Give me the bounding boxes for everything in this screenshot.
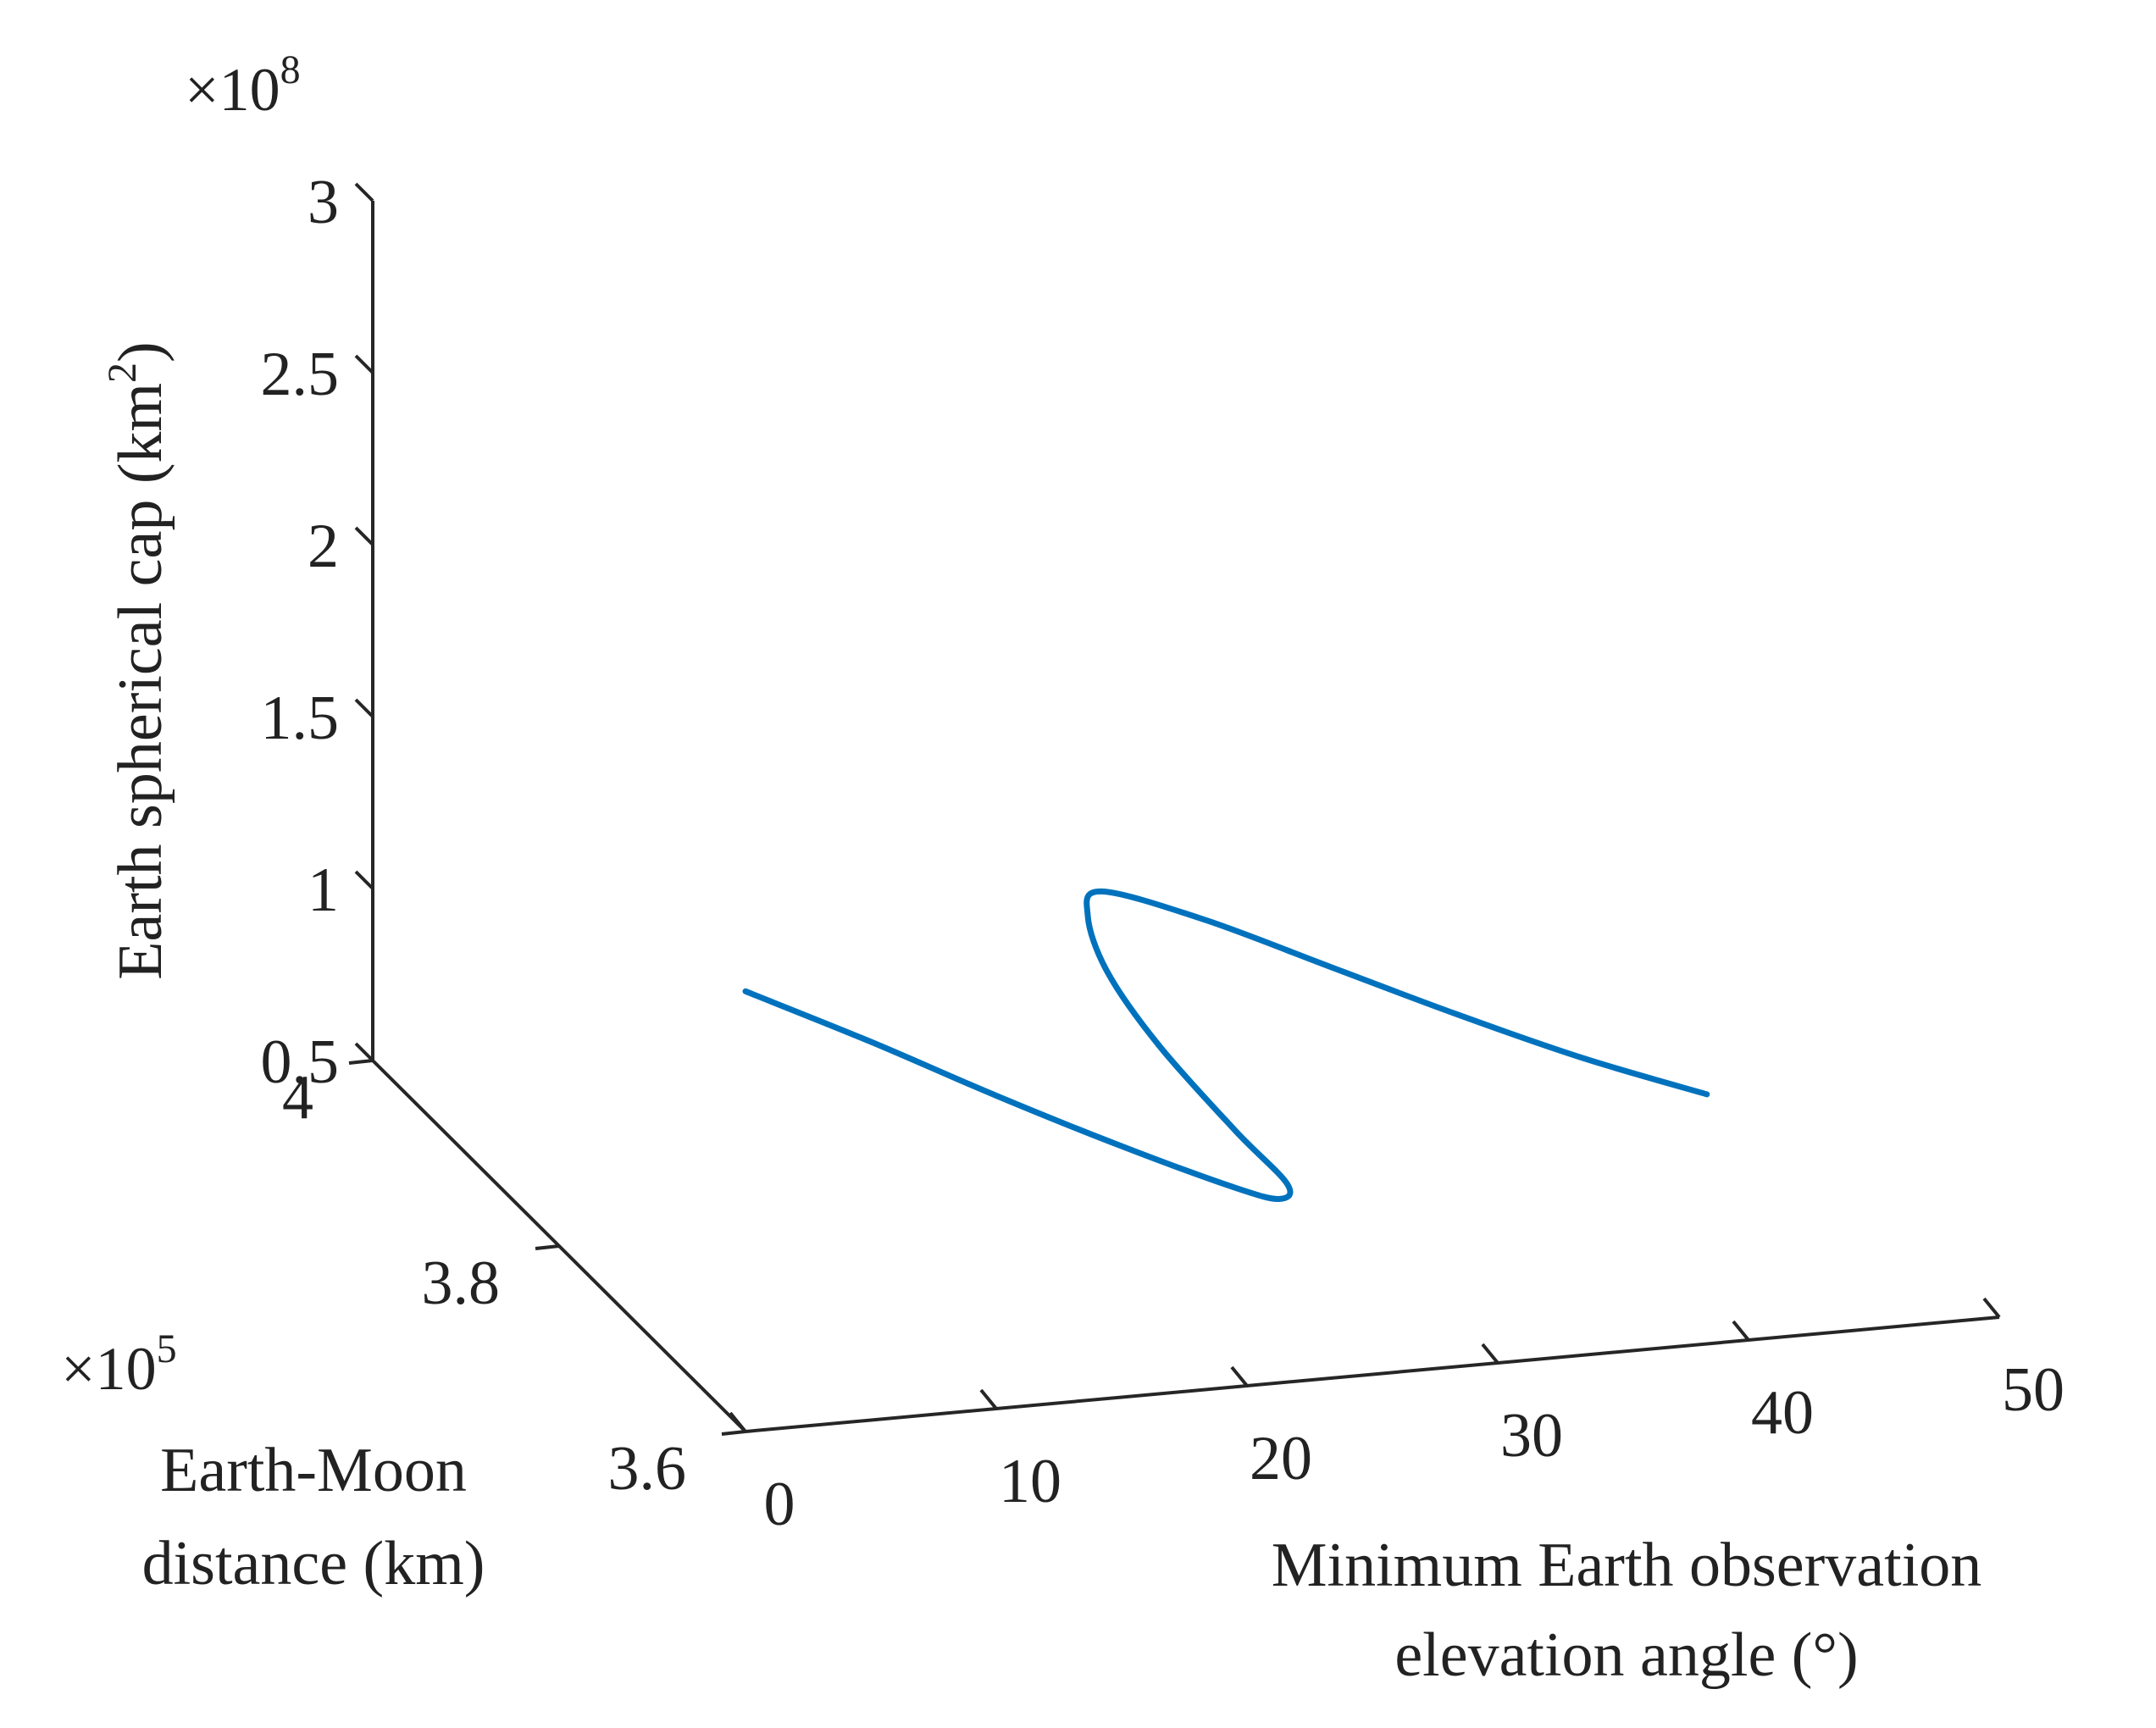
z-axis-ticks: 0.5 1 1.5 2 2.5 3 xyxy=(261,168,374,1097)
y-axis-ticks: 3.6 3.8 4 xyxy=(282,1059,746,1504)
x-tick-label: 10 xyxy=(999,1447,1061,1516)
z-axis-exponent: ×108 xyxy=(185,47,301,124)
y-tick-mark xyxy=(535,1244,560,1250)
z-tick-mark xyxy=(354,354,374,374)
z-tick-mark xyxy=(354,182,374,202)
z-axis-label: Earth spherical cap (km2) xyxy=(100,341,175,979)
y-tick-label: 4 xyxy=(282,1063,313,1133)
series-line xyxy=(742,888,1710,1202)
x-tick-label: 30 xyxy=(1500,1401,1563,1470)
y-axis-label-line2: distance (km) xyxy=(142,1529,485,1598)
y-tick-label: 3.8 xyxy=(422,1249,501,1318)
z-tick-mark xyxy=(354,870,374,890)
x-axis-line xyxy=(745,1315,2000,1433)
x-tick-mark xyxy=(979,1388,998,1410)
z-tick-label: 0.5 xyxy=(261,1027,340,1097)
z-tick-mark xyxy=(354,1042,374,1062)
x-tick-label: 0 xyxy=(764,1470,795,1539)
z-tick-label: 3 xyxy=(308,168,339,237)
z-tick-label: 1.5 xyxy=(261,684,340,753)
x-tick-label: 20 xyxy=(1250,1424,1312,1493)
x-tick-label: 50 xyxy=(2002,1355,2065,1425)
z-tick-mark xyxy=(354,698,374,718)
x-axis-label-line1: Minimum Earth observation xyxy=(1272,1531,1982,1600)
series-group xyxy=(742,888,1710,1202)
z-tick-label: 1 xyxy=(308,856,339,925)
x-tick-label: 40 xyxy=(1751,1378,1814,1448)
x-tick-mark xyxy=(1732,1320,1750,1342)
y-tick-mark xyxy=(721,1430,746,1436)
y-axis-label-line1: Earth-Moon xyxy=(160,1436,467,1505)
y-tick-label: 3.6 xyxy=(608,1434,687,1504)
z-tick-mark xyxy=(354,526,374,546)
z-tick-label: 2.5 xyxy=(261,340,340,409)
z-tick-label: 2 xyxy=(308,512,339,581)
x-tick-mark xyxy=(1982,1297,2001,1319)
x-axis-ticks: 0 10 20 30 40 50 xyxy=(729,1297,2065,1539)
x-axis-label-line2: elevation angle (°) xyxy=(1394,1620,1858,1690)
x-tick-mark xyxy=(1230,1365,1249,1387)
axes xyxy=(371,201,2000,1433)
y-axis-exponent: ×105 xyxy=(61,1326,177,1403)
x-tick-mark xyxy=(1481,1343,1499,1365)
x-tick-mark xyxy=(729,1411,747,1433)
y-tick-mark xyxy=(348,1059,374,1065)
